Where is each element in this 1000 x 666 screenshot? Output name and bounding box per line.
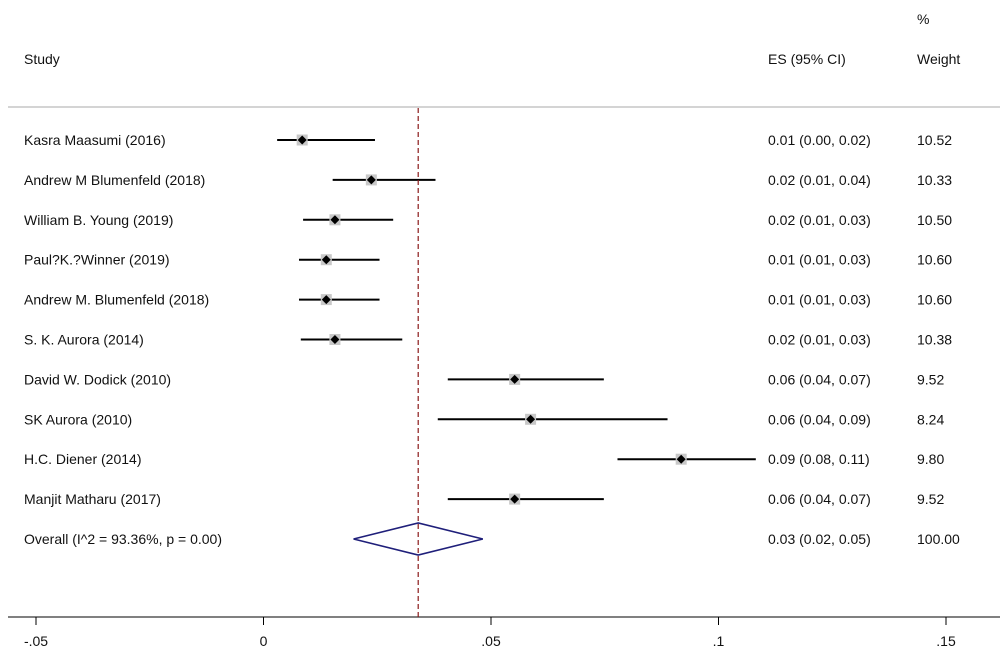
overall-label: Overall (I^2 = 93.36%, p = 0.00) [24, 531, 222, 547]
overall-diamond [353, 522, 484, 556]
study-label: H.C. Diener (2014) [24, 451, 142, 467]
study-row: David W. Dodick (2010) 0.06 (0.04, 0.07) 9… [24, 371, 944, 387]
header-weight: Weight [917, 51, 960, 67]
overall-effect-size-ci-text: 0.03 (0.02, 0.05) [768, 531, 871, 547]
weight-value: 9.52 [917, 491, 944, 507]
overall-weight-value: 100.00 [917, 531, 960, 547]
study-row: Andrew M. Blumenfeld (2018) 0.01 (0.01, 0… [24, 292, 952, 308]
x-tick-label: .15 [936, 633, 956, 649]
effect-size-point [510, 374, 520, 384]
study-label: Kasra Maasumi (2016) [24, 132, 166, 148]
effect-size-ci-text: 0.06 (0.04, 0.07) [768, 491, 871, 507]
weight-value: 9.80 [917, 451, 944, 467]
study-row: Paul?K.?Winner (2019) 0.01 (0.01, 0.03) 10… [24, 252, 952, 268]
effect-size-point [366, 175, 376, 185]
study-row: SK Aurora (2010) 0.06 (0.04, 0.09) 8.24 [24, 411, 944, 427]
study-rows: Kasra Maasumi (2016) 0.01 (0.00, 0.02) 10.… [24, 132, 952, 507]
overall-row: Overall (I^2 = 93.36%, p = 0.00) 0.03 (0.… [24, 522, 960, 556]
weight-value: 10.50 [917, 212, 952, 228]
weight-value: 10.33 [917, 172, 952, 188]
study-row: Kasra Maasumi (2016) 0.01 (0.00, 0.02) 10.… [24, 132, 952, 148]
effect-size-point [526, 414, 536, 424]
effect-size-ci-text: 0.06 (0.04, 0.09) [768, 411, 871, 427]
header-weight-percent: % [917, 11, 929, 27]
study-row: H.C. Diener (2014) 0.09 (0.08, 0.11) 9.80 [24, 451, 944, 467]
effect-size-ci-text: 0.06 (0.04, 0.07) [768, 371, 871, 387]
effect-size-ci-text: 0.01 (0.01, 0.03) [768, 252, 871, 268]
weight-value: 10.60 [917, 292, 952, 308]
effect-size-point [330, 335, 340, 344]
weight-value: 9.52 [917, 371, 944, 387]
study-row: Andrew M Blumenfeld (2018) 0.02 (0.01, 0.… [24, 172, 952, 188]
effect-size-ci-text: 0.01 (0.00, 0.02) [768, 132, 871, 148]
study-label: S. K. Aurora (2014) [24, 332, 144, 348]
study-row: Manjit Matharu (2017) 0.06 (0.04, 0.07) 9.… [24, 491, 944, 507]
weight-value: 10.38 [917, 332, 952, 348]
effect-size-point [321, 255, 331, 265]
effect-size-ci-text: 0.01 (0.01, 0.03) [768, 292, 871, 308]
weight-value: 10.52 [917, 132, 952, 148]
x-tick-label: .1 [713, 633, 725, 649]
study-label: Manjit Matharu (2017) [24, 491, 161, 507]
effect-size-ci-text: 0.02 (0.01, 0.04) [768, 172, 871, 188]
study-label: Paul?K.?Winner (2019) [24, 252, 170, 268]
study-label: William B. Young (2019) [24, 212, 173, 228]
study-label: Andrew M Blumenfeld (2018) [24, 172, 205, 188]
study-label: David W. Dodick (2010) [24, 371, 171, 387]
study-row: William B. Young (2019) 0.02 (0.01, 0.03)… [24, 212, 952, 228]
x-tick-label: -.05 [24, 633, 48, 649]
weight-value: 10.60 [917, 252, 952, 268]
study-row: S. K. Aurora (2014) 0.02 (0.01, 0.03) 10.3… [24, 332, 952, 348]
header-study: Study [24, 51, 60, 67]
effect-size-point [676, 454, 686, 464]
effect-size-point [297, 135, 307, 145]
effect-size-ci-text: 0.09 (0.08, 0.11) [768, 451, 870, 467]
study-label: Andrew M. Blumenfeld (2018) [24, 292, 209, 308]
header-es: ES (95% CI) [768, 51, 846, 67]
effect-size-point [510, 494, 520, 504]
x-tick-label: 0 [260, 633, 268, 649]
x-tick-label: .05 [481, 633, 501, 649]
effect-size-point [330, 215, 340, 225]
study-label: SK Aurora (2010) [24, 411, 132, 427]
weight-value: 8.24 [917, 411, 944, 427]
effect-size-ci-text: 0.02 (0.01, 0.03) [768, 212, 871, 228]
x-axis-ticks: -.05 0 .05 .1 .15 [24, 617, 956, 649]
effect-size-ci-text: 0.02 (0.01, 0.03) [768, 332, 871, 348]
effect-size-point [321, 295, 331, 305]
